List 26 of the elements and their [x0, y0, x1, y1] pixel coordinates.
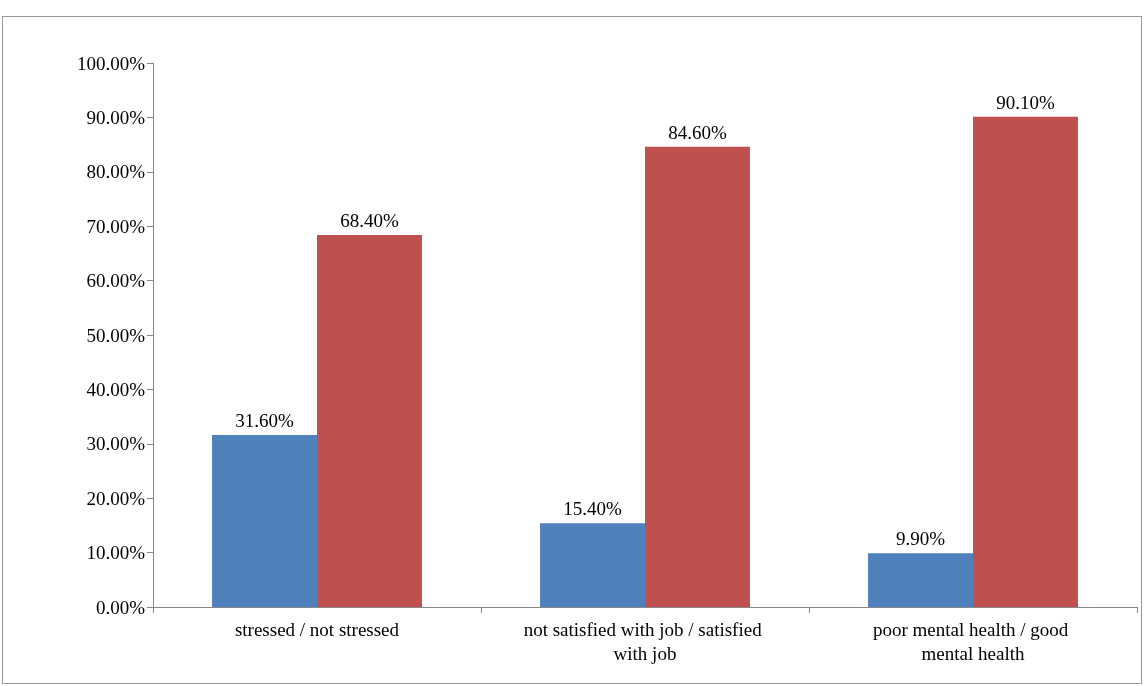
data-label: 15.40%: [563, 498, 622, 520]
data-label: 68.40%: [340, 209, 399, 231]
y-tick-label: 60.00%: [86, 270, 146, 292]
y-tick-label: 50.00%: [86, 324, 146, 346]
x-tick-label: stressed / not stressed: [234, 618, 400, 640]
bar: [540, 523, 645, 607]
y-tick-label: 90.00%: [86, 106, 146, 128]
data-label: 9.90%: [895, 528, 946, 550]
y-tick-label: 70.00%: [86, 215, 146, 237]
y-tick-label: 20.00%: [86, 487, 146, 509]
data-label: 90.10%: [996, 91, 1055, 113]
bar: [868, 553, 973, 607]
x-tick-label: not satisfied with job / satisfied with job: [523, 618, 767, 664]
bar: [317, 234, 422, 607]
bar: [645, 146, 750, 607]
bar: [212, 435, 317, 607]
y-tick-label: 40.00%: [86, 378, 146, 400]
y-tick-label: 10.00%: [86, 542, 146, 564]
x-tick-label: poor mental health / good mental health: [873, 618, 1073, 664]
y-tick-label: 80.00%: [86, 161, 146, 183]
y-tick-label: 100.00%: [76, 52, 146, 74]
data-label: 31.60%: [235, 410, 294, 432]
y-tick-label: 30.00%: [86, 433, 146, 455]
data-label: 84.60%: [668, 121, 727, 143]
bar: [973, 116, 1078, 607]
y-tick-label: 0.00%: [95, 596, 146, 618]
